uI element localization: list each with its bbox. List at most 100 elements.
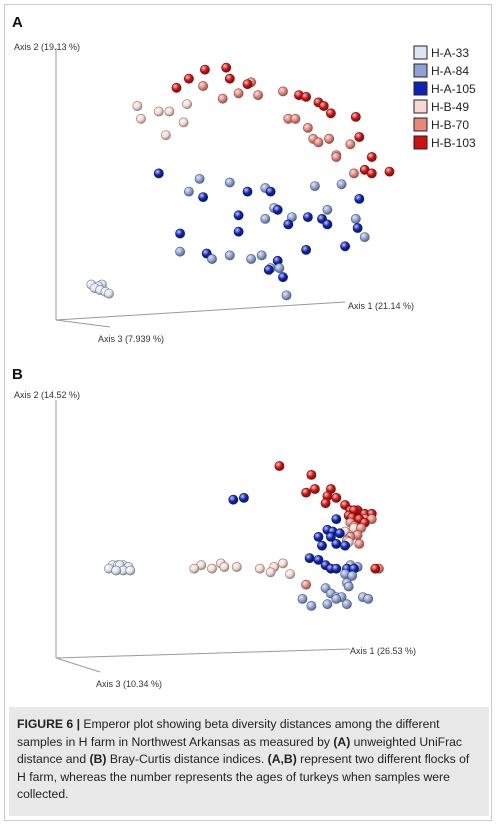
- point-h-a-84: [309, 181, 320, 191]
- point-h-b-49: [219, 562, 230, 572]
- point-h-b-49: [160, 130, 171, 140]
- point-h-a-84: [246, 254, 256, 264]
- point-h-b-103: [306, 470, 317, 480]
- point-h-b-49: [164, 106, 175, 117]
- point-h-b-103: [366, 168, 377, 179]
- point-h-a-84: [341, 599, 352, 610]
- point-h-a-105: [313, 554, 324, 565]
- point-h-a-84: [350, 213, 361, 224]
- point-h-a-105: [301, 244, 311, 255]
- figure-caption: FIGURE 6 | Emperor plot showing beta div…: [9, 707, 489, 816]
- point-h-b-103: [350, 112, 361, 122]
- point-h-a-105: [313, 531, 324, 542]
- point-h-a-105: [263, 264, 274, 275]
- legend-swatch: [413, 45, 428, 60]
- point-h-b-70: [301, 579, 311, 590]
- point-h-a-84: [347, 570, 358, 581]
- caption-part: unweighted UniFrac distance and: [17, 734, 463, 767]
- point-h-b-103: [274, 461, 285, 471]
- legend-swatch: [413, 135, 428, 150]
- point-h-a-105: [317, 540, 327, 551]
- point-h-a-84: [359, 232, 370, 242]
- axis-3-line: [55, 657, 101, 673]
- point-h-a-33: [104, 288, 114, 299]
- point-h-b-49: [189, 563, 200, 574]
- point-h-b-49: [278, 558, 288, 569]
- point-h-b-103: [366, 152, 377, 162]
- point-h-b-103: [384, 166, 395, 177]
- point-h-b-49: [265, 567, 276, 578]
- legend-label: H-A-33: [431, 46, 469, 60]
- point-h-b-70: [345, 139, 356, 150]
- point-h-b-103: [171, 82, 182, 93]
- point-h-a-84: [336, 179, 347, 190]
- point-h-a-105: [278, 272, 288, 283]
- legend-swatch: [413, 117, 428, 132]
- point-h-b-49: [136, 113, 146, 124]
- point-h-a-105: [325, 531, 336, 542]
- point-h-b-103: [320, 498, 331, 509]
- point-h-b-103: [370, 563, 381, 574]
- legend-label: H-B-49: [431, 100, 469, 114]
- point-h-a-84: [281, 290, 292, 301]
- caption-part: Bray-Curtis distance indices.: [106, 752, 268, 766]
- point-h-a-105: [175, 228, 185, 239]
- point-h-b-103: [309, 484, 320, 494]
- point-h-b-103: [318, 101, 329, 111]
- point-h-a-105: [228, 494, 239, 505]
- point-h-b-49: [285, 569, 295, 579]
- point-h-b-70: [198, 81, 208, 91]
- point-h-a-84: [207, 254, 217, 264]
- point-h-a-84: [175, 246, 185, 257]
- point-h-b-70: [233, 88, 244, 99]
- point-h-a-105: [198, 192, 208, 202]
- point-h-b-70: [349, 168, 359, 179]
- axis-2-label: Axis 2 (19.13 %): [14, 42, 80, 52]
- point-h-a-105: [153, 168, 164, 179]
- point-h-b-49: [254, 563, 265, 574]
- legend-swatch: [413, 99, 428, 114]
- axis-1-label: Axis 1 (21.14 %): [348, 301, 414, 311]
- point-h-b-49: [153, 106, 164, 117]
- point-h-b-70: [313, 137, 324, 148]
- point-h-b-70: [217, 93, 228, 104]
- figure-frame: [4, 4, 492, 821]
- point-h-a-105: [304, 553, 315, 563]
- point-h-a-105: [352, 223, 363, 233]
- point-h-b-70: [324, 133, 334, 144]
- point-h-a-84: [224, 250, 235, 261]
- axis-3-label: Axis 3 (7.939 %): [98, 334, 164, 344]
- point-h-a-84: [183, 186, 194, 197]
- point-h-a-105: [265, 186, 276, 197]
- point-h-b-103: [221, 62, 232, 73]
- axis-3-label: Axis 3 (10.34 %): [96, 679, 162, 689]
- point-h-b-70: [331, 152, 342, 162]
- axis-1-line: [55, 648, 351, 659]
- caption-part: (B): [89, 752, 107, 766]
- caption-part: Emperor plot showing beta diversity dist…: [17, 717, 440, 749]
- point-h-a-84: [322, 599, 333, 610]
- panel-b-plot: Axis 2 (14.52 %) Axis 1 (26.53 %) Axis 3 (…: [14, 390, 416, 689]
- axis-2-label: Axis 2 (14.52 %): [14, 390, 80, 400]
- point-h-b-70: [302, 123, 313, 133]
- panel-a-plot: Axis 2 (19.13 %) Axis 1 (21.14 %) Axis 3 (…: [14, 42, 476, 344]
- caption-label: FIGURE 6 |: [17, 717, 81, 731]
- point-h-a-33: [125, 565, 136, 576]
- point-h-b-103: [301, 92, 311, 102]
- legend-label: H-B-103: [431, 136, 476, 150]
- legend: H-A-33 H-A-84 H-A-105 H-B-49 H-B-70 H-B-103: [413, 45, 476, 150]
- legend-swatch: [413, 63, 428, 78]
- point-h-b-70: [290, 113, 301, 124]
- point-h-b-103: [301, 487, 311, 498]
- point-h-b-103: [325, 108, 336, 119]
- legend-swatch: [413, 81, 428, 96]
- axis-3-line: [55, 319, 111, 328]
- point-h-a-105: [331, 514, 342, 524]
- point-h-a-105: [331, 563, 342, 574]
- point-h-a-84: [256, 250, 267, 261]
- point-h-b-49: [207, 563, 217, 574]
- caption-body: Emperor plot showing beta diversity dist…: [17, 717, 469, 801]
- point-h-a-105: [354, 193, 365, 204]
- point-h-b-103: [331, 492, 342, 503]
- point-h-a-105: [238, 492, 249, 503]
